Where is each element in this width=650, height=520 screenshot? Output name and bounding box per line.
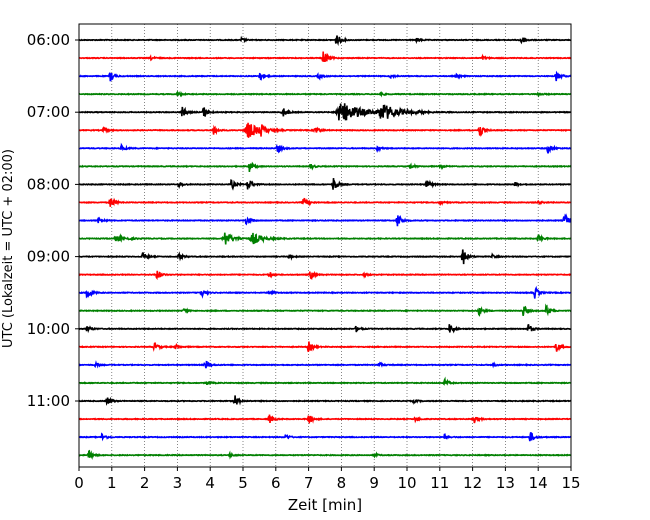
x-tick-label: 13	[496, 474, 515, 492]
trace-0930	[78, 285, 572, 299]
x-tick-label: 10	[397, 474, 416, 492]
y-tick-label: 09:00	[27, 248, 70, 266]
x-tick-label: 15	[561, 474, 580, 492]
plot-frame	[78, 23, 572, 468]
x-tick-label: 6	[271, 474, 281, 492]
trace-0645	[78, 90, 572, 98]
trace-0730	[78, 142, 572, 154]
y-tick-label: 07:00	[27, 103, 70, 121]
y-tick-label: 08:00	[27, 175, 70, 193]
trace-1015	[78, 341, 572, 353]
y-axis-title: UTC (Lokalzeit = UTC + 02:00)	[1, 149, 16, 348]
x-tick-label: 4	[205, 474, 215, 492]
trace-0845	[78, 232, 572, 245]
trace-0915	[78, 270, 572, 281]
x-tick-label: 11	[430, 474, 449, 492]
x-tick-label: 8	[337, 474, 347, 492]
trace-0630	[78, 70, 572, 82]
trace-0715	[78, 122, 572, 138]
y-tick-label: 10:00	[27, 320, 70, 338]
x-tick-label: 3	[173, 474, 183, 492]
x-axis-ticks: 0 1 2 3 4 5 6 7 8 9 10 11 12 13 14 15	[74, 467, 581, 492]
trace-1100	[78, 395, 572, 406]
x-tick-label: 0	[74, 474, 84, 492]
trace-0700	[78, 103, 571, 121]
x-tick-label: 2	[140, 474, 150, 492]
x-tick-label: 12	[463, 474, 482, 492]
x-tick-label: 5	[238, 474, 248, 492]
trace-1145	[78, 449, 572, 460]
trace-0615	[78, 51, 572, 63]
trace-1030	[78, 360, 572, 369]
x-tick-label: 14	[529, 474, 548, 492]
trace-0815	[78, 197, 572, 207]
trace-1000	[78, 324, 572, 334]
trace-1045	[78, 376, 572, 386]
trace-0600	[78, 35, 572, 47]
trace-1130	[78, 431, 572, 442]
x-tick-label: 1	[107, 474, 117, 492]
trace-0800	[78, 178, 572, 191]
y-tick-label: 06:00	[27, 31, 70, 49]
y-tick-label: 11:00	[27, 392, 70, 410]
trace-0830	[78, 213, 572, 227]
x-tick-label: 9	[369, 474, 379, 492]
trace-0900	[78, 249, 572, 265]
x-axis-title: Zeit [min]	[288, 496, 362, 514]
y-axis-ticks: 06:00 07:00 08:00 09:00 10:00 11:00	[27, 31, 79, 410]
trace-0745	[78, 161, 572, 172]
trace-0945	[78, 303, 572, 317]
seismogram-traces	[78, 35, 572, 460]
minute-grid	[111, 24, 539, 467]
trace-1115	[78, 414, 572, 425]
x-tick-label: 7	[304, 474, 314, 492]
